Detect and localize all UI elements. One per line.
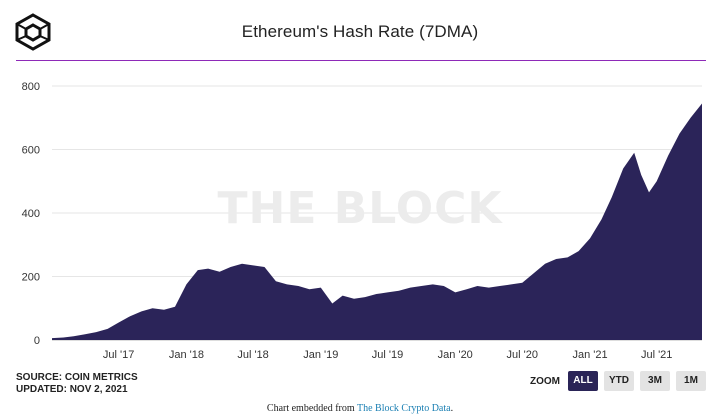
watermark: THE BLOCK (217, 183, 503, 234)
zoom-all-button[interactable]: ALL (568, 371, 598, 391)
y-tick-label: 0 (34, 335, 40, 347)
x-tick-label: Jan '20 (438, 349, 473, 361)
chart-header: Ethereum's Hash Rate (7DMA) (0, 0, 720, 62)
zoom-3m-button[interactable]: 3M (640, 371, 670, 391)
chart-title: Ethereum's Hash Rate (7DMA) (241, 22, 479, 41)
y-tick-label: 600 (22, 145, 40, 157)
x-axis-ticks: Jul '17 Jan '18 Jul '18 Jan '19 Jul '19 Jan '… (103, 349, 672, 361)
embed-suffix: . (450, 403, 454, 414)
y-tick-label: 200 (22, 272, 40, 284)
the-block-logo-icon (15, 13, 51, 51)
zoom-label: ZOOM (530, 375, 560, 387)
embed-note: Chart embedded from The Block Crypto Dat… (0, 403, 720, 414)
x-tick-label: Jul '20 (507, 349, 538, 361)
x-tick-label: Jan '19 (303, 349, 338, 361)
zoom-ytd-button[interactable]: YTD (604, 371, 634, 391)
updated-text: UPDATED: NOV 2, 2021 (16, 384, 128, 395)
y-tick-label: 400 (22, 208, 40, 220)
hash-rate-area (52, 103, 702, 340)
series-area (52, 103, 702, 340)
y-tick-label: 800 (22, 81, 40, 93)
y-axis-ticks: 0 200 400 600 800 (22, 81, 40, 347)
embed-prefix: Chart embedded from (266, 403, 357, 414)
the-block-data-link[interactable]: The Block Crypto Data (356, 403, 451, 414)
title-divider (16, 60, 706, 61)
zoom-controls: ZOOM ALL YTD 3M 1M (530, 371, 706, 391)
zoom-1m-button[interactable]: 1M (676, 371, 706, 391)
x-tick-label: Jul '21 (641, 349, 672, 361)
x-tick-label: Jul '18 (237, 349, 268, 361)
x-tick-label: Jan '18 (169, 349, 204, 361)
source-text: SOURCE: COIN METRICS (16, 372, 138, 383)
x-tick-label: Jan '21 (572, 349, 607, 361)
x-tick-label: Jul '19 (372, 349, 403, 361)
source-info: SOURCE: COIN METRICS UPDATED: NOV 2, 202… (16, 372, 138, 396)
x-tick-label: Jul '17 (103, 349, 134, 361)
